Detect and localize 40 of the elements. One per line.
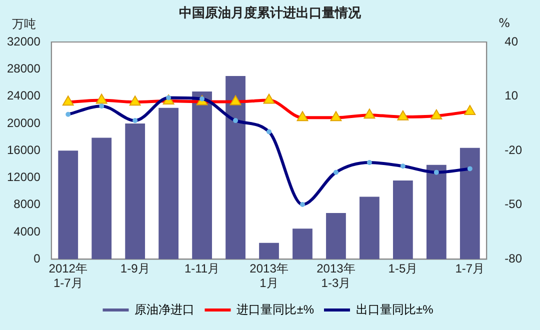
y2-tick-label: -20 [504,142,522,157]
y-tick-label: 20000 [6,116,41,130]
bar [259,242,279,260]
bar [92,138,112,260]
bar [393,180,413,260]
bar [125,123,146,260]
y2-axis-title: % [498,16,510,30]
y-tick-label: 24000 [6,88,41,103]
bar [360,196,380,260]
x-tick-label: 2012年1-7月 [48,262,88,290]
x-tick-label: 1-7月 [455,262,485,276]
legend-label: 进口量同比±% [236,302,314,316]
y2-tick-label: -80 [504,252,522,266]
y-tick-label: 4000 [14,224,41,238]
y2-tick-label: 40 [504,34,518,48]
y-tick-label: 16000 [6,142,41,157]
bar [326,213,346,260]
bar [158,108,179,260]
bar [58,150,78,260]
y-tick-label: 12000 [6,170,41,184]
bar [292,228,312,260]
legend-label: 原油净进口 [134,302,195,316]
y-tick-label: 32000 [6,34,41,48]
y-tick-label: 0 [34,252,41,266]
y2-tick-label: 10 [504,88,518,103]
bar [426,164,446,260]
y-axis-title: 万吨 [12,16,36,33]
bar [226,76,246,260]
bar [192,92,212,260]
legend-label: 出口量同比±% [356,302,434,316]
x-tick-label: 1-11月 [184,262,220,276]
x-tick-label: 1-5月 [388,262,418,276]
y-tick-label: 8000 [14,197,41,212]
x-tick-label: 2013年1-3月 [316,262,356,290]
bar [460,148,480,260]
y2-tick-label: -50 [504,197,522,212]
y-tick-label: 28000 [6,61,41,76]
x-tick-label: 1-9月 [120,262,150,276]
x-tick-label: 2013年1月 [250,262,288,290]
chart-title: 中国原油月度累计进出口量情况 [179,6,361,21]
